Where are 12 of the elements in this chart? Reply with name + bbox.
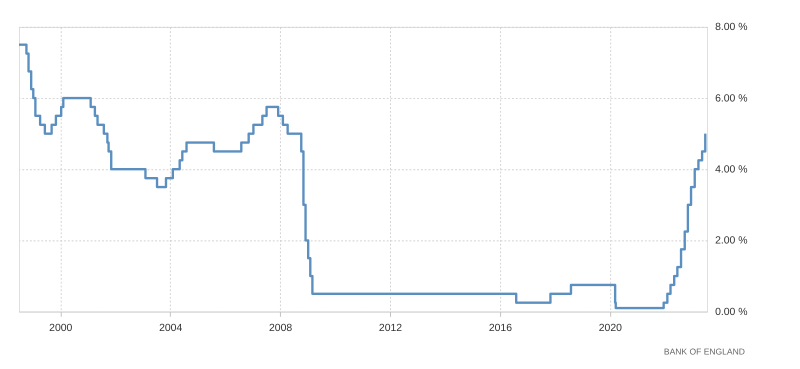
y-tick-label: 2.00 % xyxy=(715,236,748,247)
text: BANK OF ENGLAND xyxy=(664,346,745,356)
x-tick-label: 2008 xyxy=(269,323,292,334)
x-tick-label: 2000 xyxy=(49,323,73,334)
x-tick-label: 2020 xyxy=(598,323,622,334)
x-tick-label: 2012 xyxy=(378,323,402,334)
y-tick-label: 0.00 % xyxy=(715,306,748,318)
y-tick-label: 6.00 % xyxy=(715,93,748,104)
y-tick-label: 8.00 % xyxy=(715,22,748,34)
x-tick-label: 2016 xyxy=(488,323,512,334)
y-tick-label: 4.00 % xyxy=(715,164,748,176)
x-tick-label: 2004 xyxy=(159,323,182,334)
